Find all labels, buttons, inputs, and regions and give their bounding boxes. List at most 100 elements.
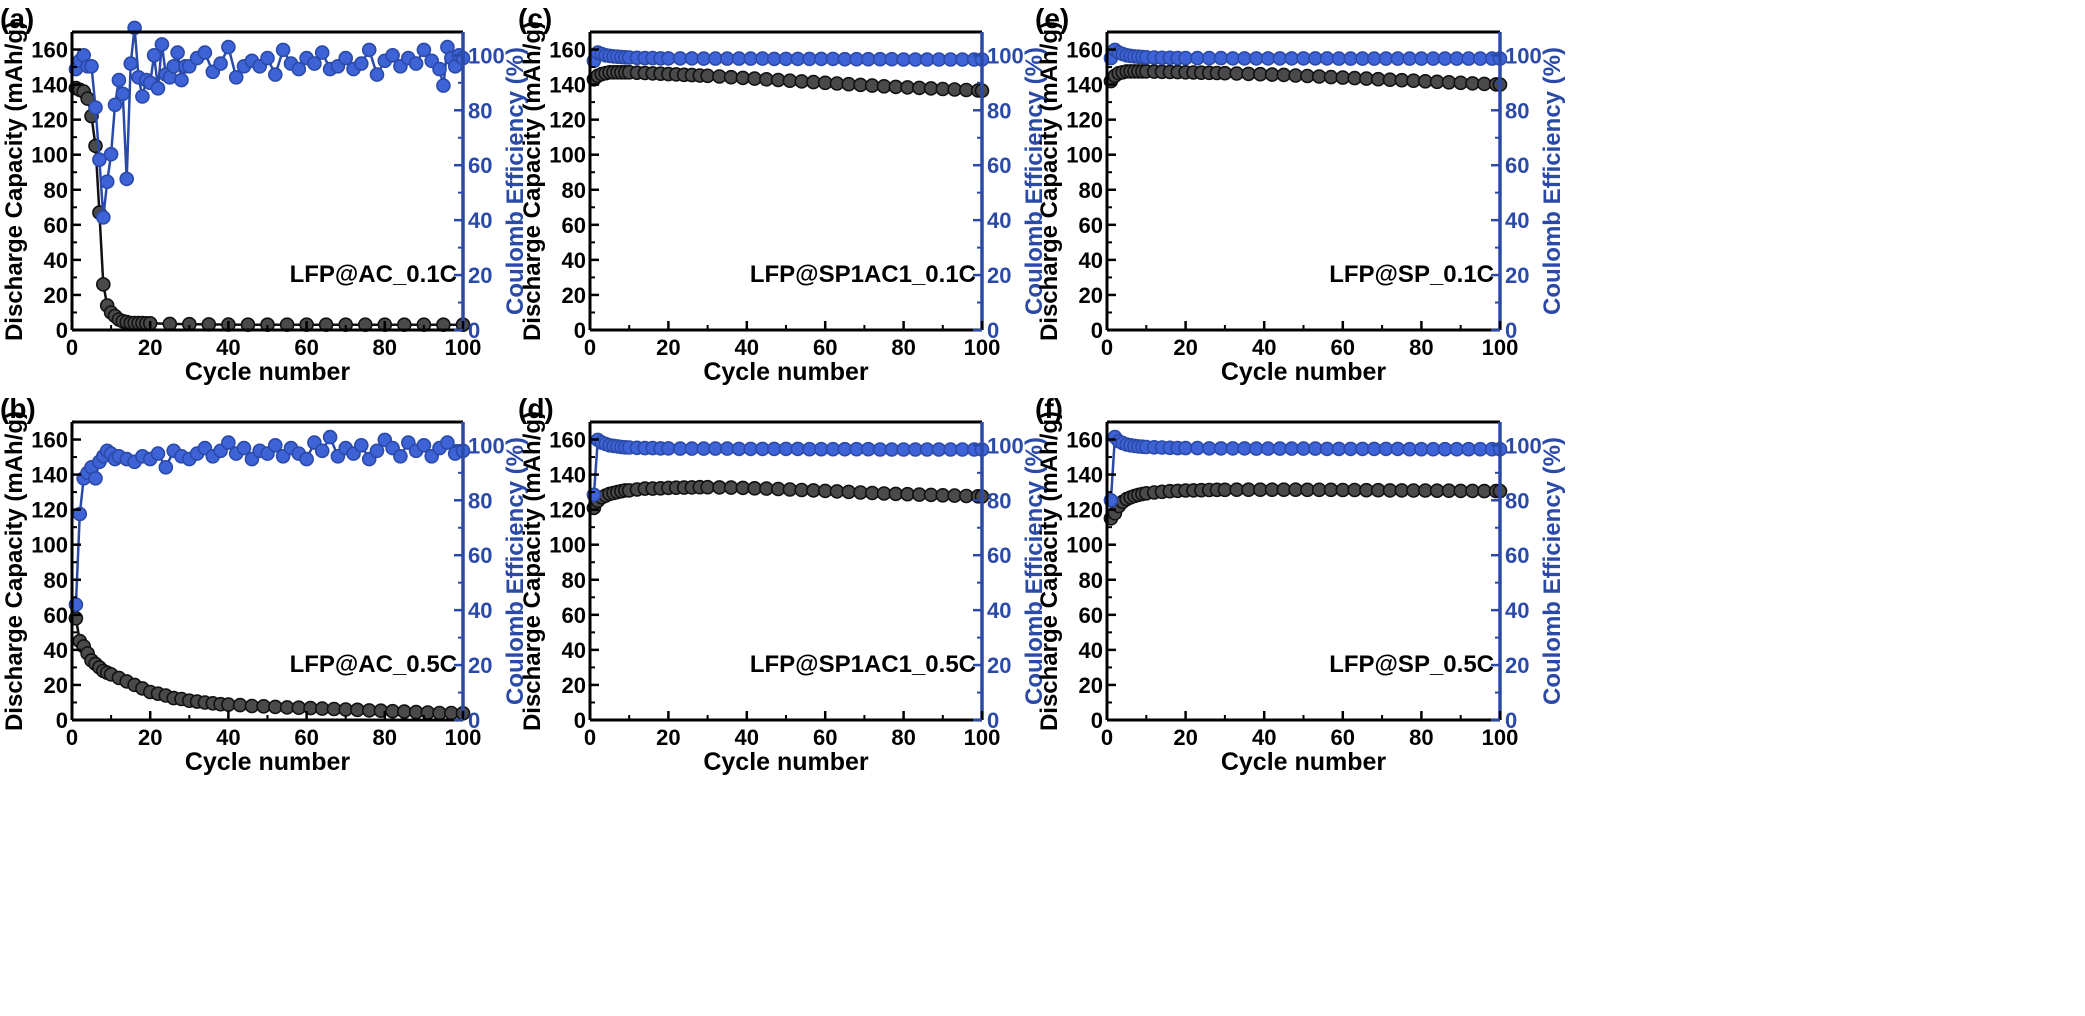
efficiency-point bbox=[314, 443, 330, 459]
y-left-tick-label: 20 bbox=[44, 673, 68, 698]
x-tick-label: 0 bbox=[1101, 725, 1113, 750]
y-left-tick-label: 80 bbox=[44, 178, 68, 203]
x-axis-title: Cycle number bbox=[1221, 748, 1387, 776]
efficiency-point bbox=[88, 100, 103, 115]
y-right-tick-label: 80 bbox=[987, 98, 1011, 123]
capacity-point bbox=[232, 697, 248, 713]
y-left-tick-label: 20 bbox=[562, 673, 586, 698]
x-tick-label: 40 bbox=[735, 335, 759, 360]
x-tick-label: 20 bbox=[138, 725, 162, 750]
efficiency-point bbox=[150, 446, 166, 461]
efficiency-point bbox=[393, 448, 408, 464]
y-right-axis-title: Coulomb Efficiency (%) bbox=[1021, 47, 1048, 315]
efficiency-point bbox=[123, 56, 138, 71]
y-left-tick-label: 160 bbox=[549, 38, 586, 63]
y-left-tick-label: 60 bbox=[1079, 603, 1103, 628]
efficiency-point bbox=[416, 437, 432, 453]
efficiency-point bbox=[361, 42, 377, 58]
efficiency-point bbox=[369, 443, 385, 459]
panel-label: (b) bbox=[0, 393, 36, 424]
y-right-tick-label: 40 bbox=[468, 598, 492, 623]
y-left-tick-label: 40 bbox=[562, 638, 586, 663]
y-left-tick-label: 160 bbox=[31, 428, 68, 453]
y-left-tick-label: 120 bbox=[1066, 108, 1103, 133]
y-right-tick-label: 0 bbox=[987, 708, 999, 733]
y-left-tick-label: 20 bbox=[44, 283, 68, 308]
y-right-tick-label: 100 bbox=[468, 433, 505, 458]
efficiency-point bbox=[291, 61, 307, 77]
efficiency-point bbox=[369, 67, 385, 82]
y-right-tick-label: 80 bbox=[1505, 98, 1529, 123]
y-right-tick-label: 60 bbox=[987, 543, 1011, 568]
y-left-tick-label: 120 bbox=[1066, 498, 1103, 523]
efficiency-point bbox=[236, 440, 252, 456]
sample-annotation: LFP@SP_0.1C bbox=[1329, 261, 1494, 288]
efficiency-point bbox=[154, 37, 170, 52]
panel-label: (f) bbox=[1035, 393, 1063, 424]
y-right-tick-label: 100 bbox=[987, 433, 1024, 458]
x-axis-title: Cycle number bbox=[703, 748, 869, 776]
x-tick-label: 80 bbox=[1409, 725, 1433, 750]
y-right-tick-label: 80 bbox=[468, 488, 492, 513]
y-left-axis-title: Discharge Capacity (mAh/g) bbox=[1036, 21, 1063, 341]
x-tick-label: 40 bbox=[1252, 725, 1276, 750]
y-left-tick-label: 160 bbox=[1066, 428, 1103, 453]
y-left-tick-label: 60 bbox=[44, 603, 68, 628]
y-left-tick-label: 80 bbox=[1079, 178, 1103, 203]
x-tick-label: 80 bbox=[1409, 335, 1433, 360]
y-right-tick-label: 20 bbox=[1505, 653, 1529, 678]
y-left-tick-label: 60 bbox=[562, 603, 586, 628]
x-tick-label: 100 bbox=[964, 335, 1001, 360]
y-left-tick-label: 0 bbox=[1091, 708, 1103, 733]
y-right-tick-label: 80 bbox=[1505, 488, 1529, 513]
efficiency-series bbox=[68, 429, 471, 612]
efficiency-point bbox=[221, 435, 236, 450]
y-right-tick-label: 60 bbox=[1505, 543, 1529, 568]
sample-annotation: LFP@SP1AC1_0.5C bbox=[750, 651, 976, 678]
panel-label: (a) bbox=[0, 3, 34, 34]
efficiency-point bbox=[314, 45, 330, 60]
y-left-tick-label: 0 bbox=[574, 318, 586, 343]
efficiency-point bbox=[146, 47, 162, 63]
y-right-tick-label: 20 bbox=[987, 263, 1011, 288]
x-tick-label: 20 bbox=[656, 335, 680, 360]
x-tick-label: 80 bbox=[373, 725, 397, 750]
y-right-tick-label: 60 bbox=[987, 153, 1011, 178]
efficiency-point bbox=[338, 50, 354, 66]
x-tick-label: 80 bbox=[891, 725, 915, 750]
x-tick-label: 100 bbox=[445, 725, 482, 750]
efficiency-series bbox=[586, 45, 990, 69]
capacity-series bbox=[1103, 64, 1508, 92]
efficiency-point bbox=[197, 45, 213, 60]
efficiency-series bbox=[586, 432, 990, 503]
y-right-tick-label: 100 bbox=[987, 43, 1024, 68]
efficiency-series bbox=[68, 20, 471, 225]
y-left-tick-label: 140 bbox=[549, 463, 586, 488]
panel-b: (b)0 20 40 60 80 1000204060801001201401600204… bbox=[0, 393, 529, 776]
panel-f: (f)0 20 40 60 80 1000204060801001201401600204… bbox=[1035, 393, 1566, 776]
efficiency-point bbox=[275, 42, 291, 58]
y-right-tick-label: 20 bbox=[468, 653, 492, 678]
y-left-tick-label: 0 bbox=[56, 708, 68, 733]
y-left-tick-label: 140 bbox=[1066, 73, 1103, 98]
efficiency-point bbox=[96, 210, 111, 225]
y-left-tick-label: 60 bbox=[1079, 213, 1103, 238]
y-left-tick-label: 100 bbox=[31, 143, 68, 168]
efficiency-point bbox=[103, 146, 119, 162]
sample-annotation: LFP@AC_0.1C bbox=[290, 261, 457, 288]
x-tick-label: 60 bbox=[813, 335, 837, 360]
efficiency-point bbox=[119, 171, 134, 187]
y-left-axis-title: Discharge Capacity (mAh/g) bbox=[519, 21, 546, 341]
panel-c: (c)0 20 40 60 80 1000204060801001201401600204… bbox=[518, 3, 1048, 386]
x-tick-label: 60 bbox=[1331, 335, 1355, 360]
y-right-axis-title: Coulomb Efficiency (%) bbox=[1539, 47, 1566, 315]
y-left-tick-label: 120 bbox=[31, 108, 68, 133]
sample-annotation: LFP@AC_0.5C bbox=[290, 651, 457, 678]
efficiency-point bbox=[408, 56, 424, 71]
x-axis-title: Cycle number bbox=[185, 748, 351, 776]
x-tick-label: 20 bbox=[138, 335, 162, 360]
y-left-tick-label: 120 bbox=[549, 108, 586, 133]
efficiency-point bbox=[307, 56, 322, 71]
x-axis-title: Cycle number bbox=[1221, 358, 1387, 386]
x-tick-label: 0 bbox=[584, 335, 596, 360]
